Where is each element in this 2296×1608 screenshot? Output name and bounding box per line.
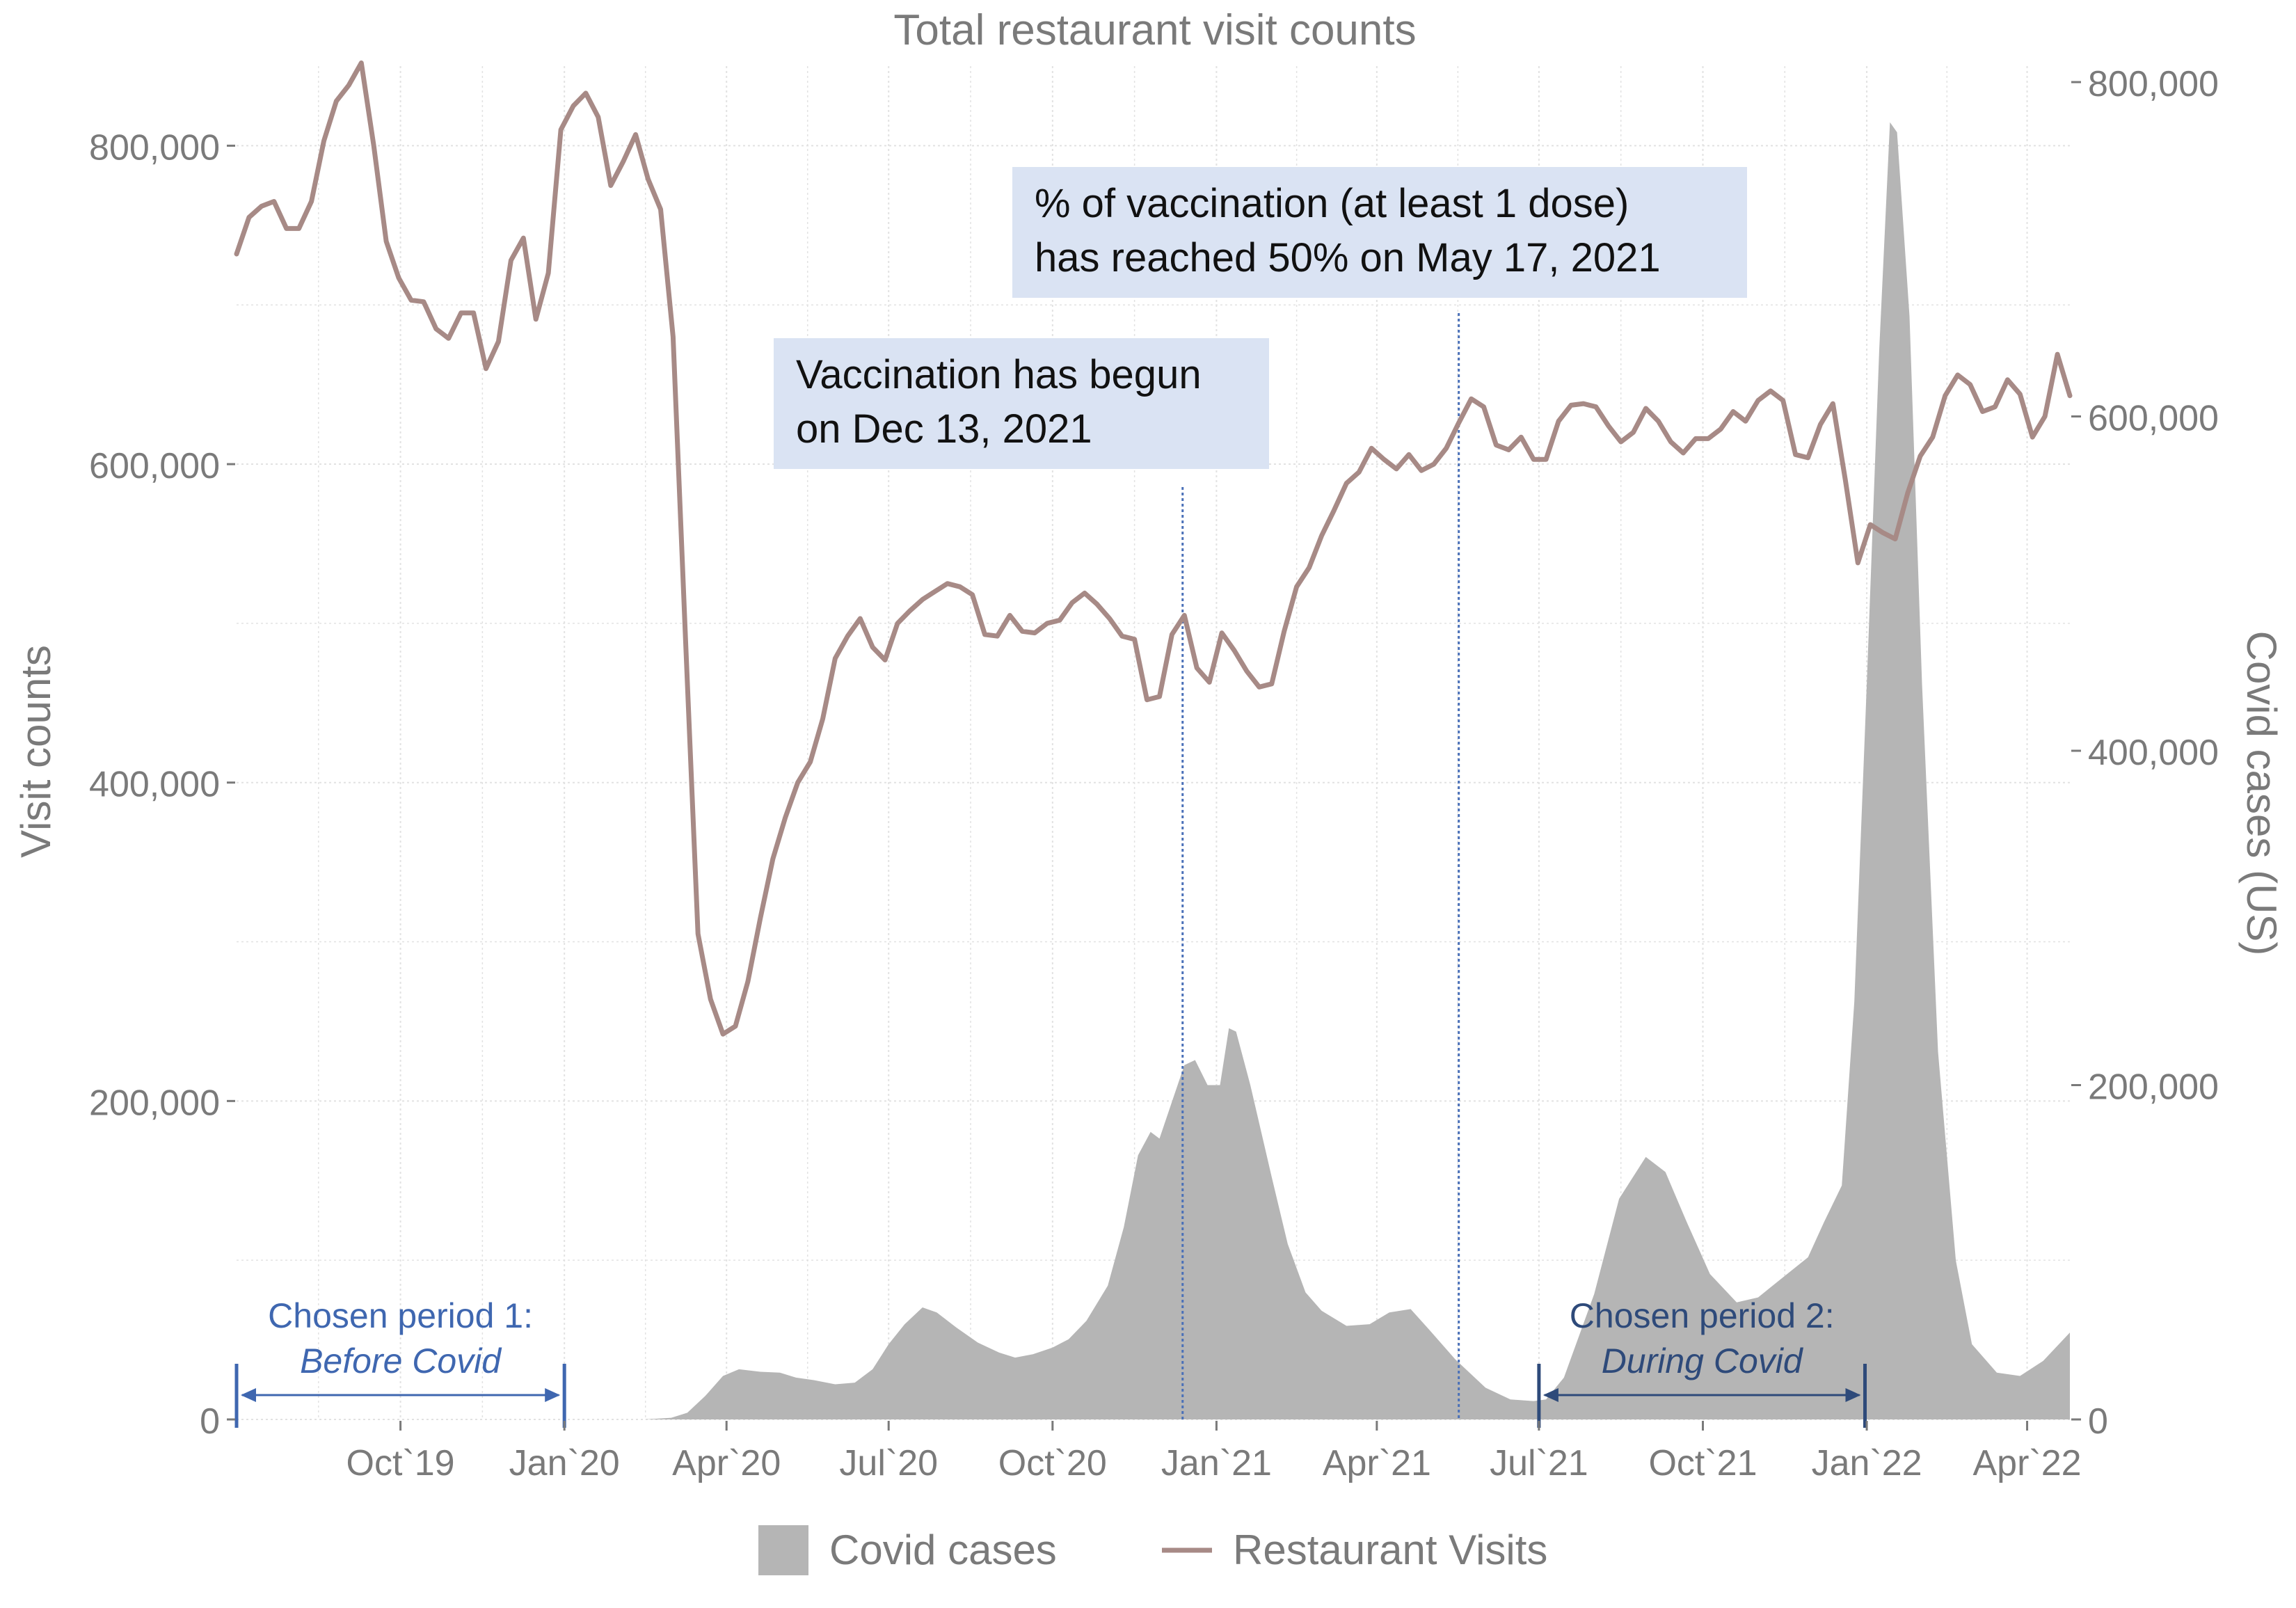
axes: 0 200,000 400,000 600,000 800,000 0 200,000 400… xyxy=(89,64,2219,1483)
x-tick-label: Jan`22 xyxy=(1812,1443,1922,1483)
annotations: Vaccination has begun on Dec 13, 2021 % of… xyxy=(774,167,1747,469)
x-tick-label: Apr`22 xyxy=(1973,1443,2082,1483)
y-tick-label-left: 600,000 xyxy=(89,446,220,486)
chosen-period: Chosen period 1: Before Covid xyxy=(234,1296,566,1428)
y-tick-label-left: 400,000 xyxy=(89,765,220,805)
legend: Covid cases Restaurant Visits xyxy=(758,1525,1547,1575)
y-tick-label-right: 600,000 xyxy=(2088,399,2219,439)
legend-item: Covid cases xyxy=(758,1525,1057,1575)
period-arrow-head-left xyxy=(1542,1388,1558,1402)
chosen-period: Chosen period 2: During Covid xyxy=(1537,1296,1867,1428)
restaurant-visits-line xyxy=(234,60,2073,1037)
x-tick-label: Jul`20 xyxy=(839,1443,938,1483)
legend-label: Restaurant Visits xyxy=(1233,1527,1547,1573)
annotation-background xyxy=(774,338,1269,469)
x-tick-label: Jan`21 xyxy=(1161,1443,1272,1483)
y-axis-label-left: Visit counts xyxy=(13,645,59,858)
chart-title: Total restaurant visit counts xyxy=(893,6,1416,54)
y-tick-label-left: 200,000 xyxy=(89,1083,220,1123)
y-tick-label-right: 400,000 xyxy=(2088,733,2219,773)
y-tick-label-right: 0 xyxy=(2088,1401,2108,1442)
annotation-text: % of vaccination (at least 1 dose) xyxy=(1035,181,1629,226)
period-arrow-head-right xyxy=(545,1388,561,1402)
restaurant-visits-polyline xyxy=(234,60,2073,1037)
period-arrow-head-right xyxy=(1845,1388,1861,1402)
x-tick-label: Jan`20 xyxy=(509,1443,620,1483)
legend-label: Covid cases xyxy=(829,1527,1057,1573)
annotation-box: Vaccination has begun on Dec 13, 2021 xyxy=(774,338,1269,469)
annotation-background xyxy=(1012,167,1747,298)
covid-cases-area xyxy=(237,122,2070,1420)
legend-swatch-fill xyxy=(758,1525,808,1575)
covid-cases-area-path xyxy=(237,122,2070,1420)
y-tick-label-right: 200,000 xyxy=(2088,1067,2219,1108)
annotation-text: on Dec 13, 2021 xyxy=(796,406,1092,452)
period-label-title: Chosen period 1: xyxy=(268,1296,533,1335)
x-tick-label: Apr`21 xyxy=(1323,1443,1431,1483)
annotation-box: % of vaccination (at least 1 dose) has re… xyxy=(1012,167,1747,298)
period-label-subtitle: Before Covid xyxy=(300,1342,502,1380)
annotation-text: has reached 50% on May 17, 2021 xyxy=(1035,235,1661,280)
period-arrow-head-left xyxy=(241,1388,256,1402)
x-tick-label: Oct`20 xyxy=(998,1443,1107,1483)
x-tick-label: Jul`21 xyxy=(1490,1443,1588,1483)
y-tick-label-right: 800,000 xyxy=(2088,64,2219,104)
x-tick-label: Oct`19 xyxy=(346,1443,455,1483)
period-label-title: Chosen period 2: xyxy=(1570,1296,1835,1335)
annotation-text: Vaccination has begun xyxy=(796,352,1202,397)
period-label-subtitle: During Covid xyxy=(1602,1342,1804,1380)
vaccination-lines xyxy=(1181,313,1460,1419)
legend-item: Restaurant Visits xyxy=(1162,1527,1547,1573)
y-axis-label-right: Covid cases (US) xyxy=(2238,631,2285,956)
x-tick-label: Oct`21 xyxy=(1648,1443,1757,1483)
y-tick-label-left: 800,000 xyxy=(89,127,220,168)
y-tick-label-left: 0 xyxy=(200,1401,220,1442)
x-tick-label: Apr`20 xyxy=(672,1443,781,1483)
